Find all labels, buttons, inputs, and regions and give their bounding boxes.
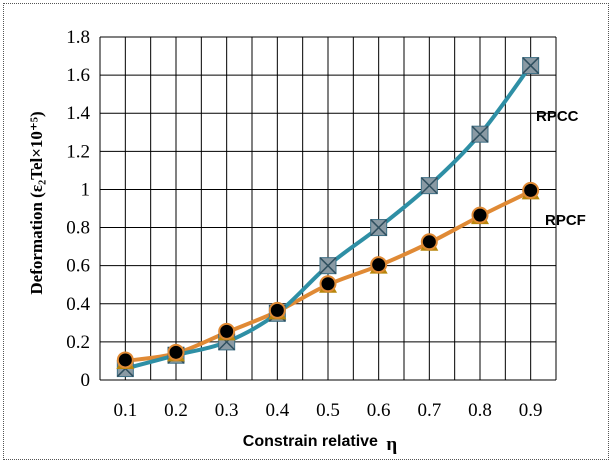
marker-rpcf-circle bbox=[471, 206, 489, 224]
y-tick-label: 1.6 bbox=[66, 65, 90, 86]
y-tick-label: 0.8 bbox=[66, 218, 90, 239]
x-tick-label: 0.2 bbox=[164, 400, 188, 421]
x-tick-label: 0.7 bbox=[417, 400, 441, 421]
y-tick-label: 1.2 bbox=[66, 141, 90, 162]
y-tick-labels: 0 0.2 0.4 0.6 0.8 1 1.2 1.4 1.6 1.8 bbox=[66, 27, 90, 391]
x-tick-label: 0.3 bbox=[215, 400, 239, 421]
marker-rpcf bbox=[471, 206, 489, 225]
marker-rpcc-cross bbox=[471, 125, 489, 143]
y-tick-label: 1.4 bbox=[66, 103, 90, 124]
marker-rpcf-circle bbox=[522, 181, 540, 199]
x-tick-label: 0.5 bbox=[316, 400, 340, 421]
y-tick-label: 0.6 bbox=[66, 256, 90, 277]
marker-rpcc-cross bbox=[522, 57, 540, 75]
marker-rpcf bbox=[167, 343, 185, 362]
x-tick-label: 0.9 bbox=[519, 400, 543, 421]
marker-rpcf bbox=[217, 322, 236, 341]
series-markers bbox=[116, 57, 540, 378]
marker-rpcf-circle bbox=[167, 343, 185, 361]
x-tick-label: 0.6 bbox=[367, 400, 391, 421]
series-label-rpcc: RPCC bbox=[536, 108, 579, 125]
marker-rpcc bbox=[471, 125, 489, 143]
x-tick-label: 0.4 bbox=[265, 400, 289, 421]
marker-rpcc bbox=[522, 57, 540, 75]
x-axis-title-symbol: η bbox=[386, 434, 397, 455]
marker-rpcf bbox=[369, 256, 388, 274]
marker-rpcf-circle bbox=[370, 256, 388, 274]
marker-rpcf-circle bbox=[319, 275, 337, 293]
series-label-rpcf: RPCF bbox=[545, 212, 586, 229]
marker-rpcc bbox=[319, 257, 337, 275]
y-tick-label: 0.4 bbox=[66, 294, 90, 315]
y-axis-title: Deformation (ε₂Tel×10⁺⁵) bbox=[27, 111, 46, 294]
y-tick-label: 0 bbox=[81, 370, 91, 391]
marker-rpcf bbox=[319, 275, 337, 293]
x-axis-title: Constrain relative η bbox=[243, 433, 397, 455]
marker-rpcf bbox=[420, 233, 439, 251]
marker-rpcf-circle bbox=[420, 233, 438, 251]
x-axis-title-text: Constrain relative bbox=[243, 433, 378, 450]
x-tick-label: 0.1 bbox=[113, 400, 137, 421]
marker-rpcc-cross bbox=[420, 177, 438, 195]
marker-rpcf-circle bbox=[218, 322, 236, 340]
y-tick-label: 1 bbox=[81, 179, 91, 200]
marker-rpcf bbox=[268, 301, 287, 320]
chart-frame bbox=[3, 3, 609, 460]
y-tick-label: 1.8 bbox=[66, 27, 90, 48]
x-tick-labels: 0.1 0.2 0.3 0.4 0.5 0.6 0.7 0.8 0.9 bbox=[113, 400, 542, 421]
x-tick-label: 0.8 bbox=[468, 400, 492, 421]
marker-rpcf bbox=[521, 181, 540, 200]
marker-rpcf-circle bbox=[116, 351, 134, 369]
marker-rpcf-circle bbox=[268, 301, 286, 319]
marker-rpcc bbox=[420, 177, 438, 195]
grid bbox=[99, 36, 557, 381]
marker-rpcc-cross bbox=[370, 219, 388, 237]
marker-rpcc bbox=[370, 219, 388, 237]
marker-rpcf bbox=[116, 351, 135, 369]
y-tick-label: 0.2 bbox=[66, 332, 90, 353]
marker-rpcc-cross bbox=[319, 257, 337, 275]
